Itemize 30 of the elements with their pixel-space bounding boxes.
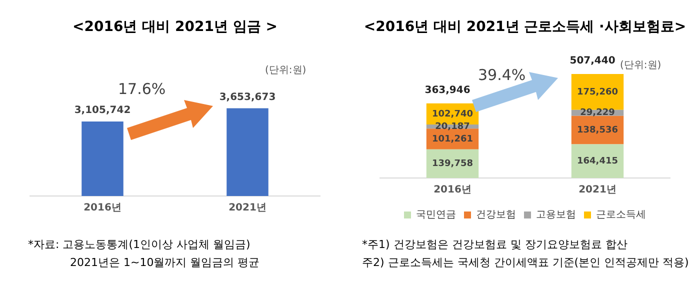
- data-label: 139,758: [432, 159, 473, 170]
- data-label: 29,229: [580, 108, 615, 118]
- data-label: 138,536: [577, 125, 618, 136]
- text: (단위:원): [265, 64, 306, 77]
- x-tick-label: 2016년: [434, 184, 472, 196]
- legend-label: 국민연금: [416, 210, 456, 221]
- x-tick-label: 2021년: [228, 202, 266, 214]
- chart-title: <2016년 대비 2021년 임금 >: [72, 18, 278, 36]
- text: (단위:원): [620, 59, 662, 72]
- annotation: 39.4%: [478, 66, 526, 84]
- data-label: 3,653,673: [219, 92, 276, 103]
- legend-label: 건강보험: [476, 210, 516, 221]
- text: *주1) 건강보험은 건강보험료 및 장기요양보험료 합산: [362, 237, 628, 252]
- bar: [571, 144, 624, 178]
- legend-label: 근로소득세: [596, 210, 646, 221]
- legend-label: 고용보험: [536, 210, 576, 221]
- x-tick-label: 2016년: [84, 202, 122, 214]
- data-label: 3,105,742: [74, 105, 131, 116]
- data-label: 164,415: [577, 156, 618, 166]
- text: 17.6%: [118, 80, 166, 98]
- data-label: 175,260: [577, 87, 618, 98]
- total-label: 363,946: [424, 84, 470, 96]
- data-label: 102,740: [432, 109, 473, 120]
- text: 주2) 근로소득세는 국세청 간이세액표 기준(본인 인적공제만 적용): [362, 255, 689, 270]
- chart-title: <2016년 대비 2021년 근로소득세 ·사회보험료>: [362, 18, 688, 36]
- data-label: 101,261: [432, 134, 473, 144]
- text: 2021년은 1~10월까지 월임금의 평균: [70, 255, 260, 270]
- x-tick-label: 2021년: [578, 184, 616, 196]
- total-label: 507,440: [570, 56, 616, 67]
- text: *자료: 고용노동통계(1인이상 사업체 월임금): [28, 237, 250, 252]
